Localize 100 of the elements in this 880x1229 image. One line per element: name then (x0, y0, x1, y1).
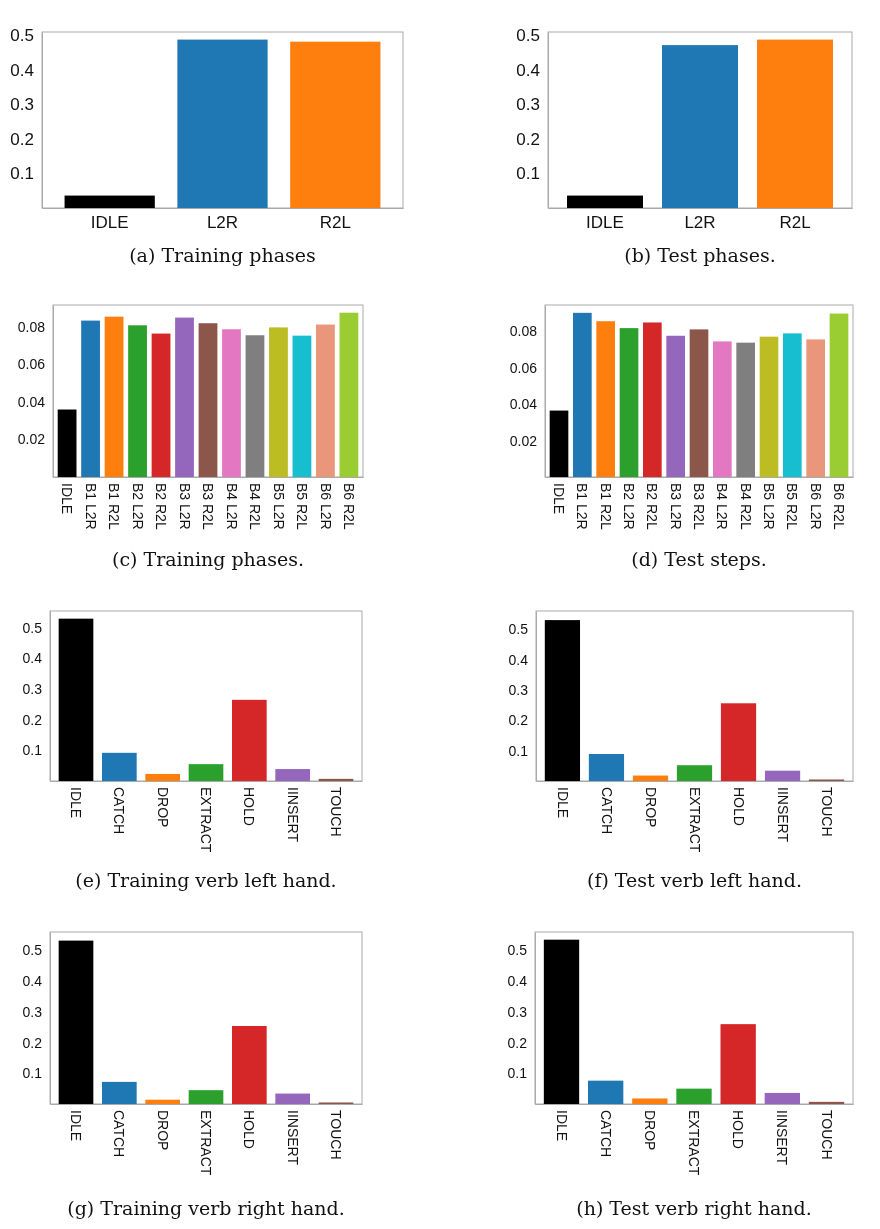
x-tick-label: CATCH (111, 787, 128, 835)
x-tick-label: TOUCH (328, 1110, 345, 1160)
text: (g) Training verb right hand. (67, 1197, 345, 1219)
bar (232, 699, 267, 781)
bar (128, 325, 147, 477)
x-tick-label: DROP (641, 1110, 658, 1151)
x-tick-label: DROP (642, 787, 659, 828)
bar (549, 410, 569, 477)
x-tick-label: B2 R2L (644, 483, 661, 530)
bar (567, 195, 643, 208)
bar (713, 341, 732, 477)
x-tick-label: IINSERT (774, 1110, 791, 1166)
x-tick-label: IDLE (554, 787, 571, 819)
x-tick-label: B3 L2R (667, 483, 684, 530)
x-tick-label: IDLE (551, 483, 568, 515)
bar (275, 769, 310, 781)
bar (269, 327, 288, 477)
bar (318, 778, 354, 781)
bar (145, 773, 180, 781)
bar (619, 328, 639, 477)
x-tick-label: EXTRACT (686, 1110, 703, 1176)
bar (81, 320, 100, 477)
y-tick-label: 0.3 (507, 1003, 528, 1020)
x-tick-label: IINSERT (284, 787, 301, 843)
bar (783, 333, 802, 477)
bar (759, 336, 779, 477)
x-tick-label: B3 R2L (691, 483, 708, 530)
y-tick-label: 0.4 (516, 60, 540, 80)
y-tick-label: 0.1 (22, 1065, 43, 1082)
text: (d) Test steps. (631, 548, 767, 570)
bar (643, 322, 662, 477)
bar (151, 333, 171, 477)
y-tick-label: 0.1 (507, 1065, 528, 1082)
bar (175, 317, 194, 477)
bar (806, 339, 825, 477)
x-tick-label: B3 L2R (176, 483, 193, 530)
x-tick-label: B3 R2L (200, 483, 217, 530)
y-tick-label: 0.3 (10, 95, 34, 115)
x-tick-label: R2L (779, 213, 811, 233)
x-tick-label: B4 R2L (737, 483, 754, 530)
bar (544, 620, 581, 781)
bar (676, 1088, 712, 1104)
text: (b) Test phases. (624, 244, 776, 266)
x-tick-label: B1 R2L (597, 483, 614, 530)
x-tick-label: B5 L2R (761, 483, 778, 530)
y-tick-label: 0.4 (508, 651, 529, 668)
text: (a) Training phases (129, 244, 316, 266)
x-tick-label: B5 R2L (784, 483, 801, 530)
y-tick-label: 0.04 (17, 393, 46, 410)
y-tick-label: 0.4 (22, 650, 43, 667)
x-tick-label: TOUCH (818, 787, 835, 837)
y-tick-label: 0.2 (508, 712, 529, 729)
x-tick-label: B4 R2L (247, 483, 264, 530)
bar (57, 409, 77, 477)
bar (829, 313, 849, 477)
x-tick-label: IDLE (90, 213, 129, 233)
y-tick-label: 0.08 (509, 323, 538, 340)
bar (666, 335, 685, 477)
y-tick-label: 0.1 (516, 164, 540, 184)
x-tick-label: L2R (206, 213, 239, 233)
x-tick-label: HOLD (241, 1110, 258, 1149)
x-tick-label: IDLE (553, 1110, 570, 1142)
y-tick-label: 0.3 (22, 1003, 43, 1020)
x-tick-label: EXTRACT (198, 787, 215, 853)
bar (58, 618, 94, 781)
bar (64, 195, 155, 208)
y-tick-label: 0.2 (507, 1034, 528, 1051)
y-tick-label: 0.2 (22, 711, 43, 728)
x-tick-label: B4 L2R (714, 483, 731, 530)
x-tick-label: B1 L2R (574, 483, 591, 530)
bar (316, 324, 335, 477)
y-tick-label: 0.1 (508, 742, 529, 759)
y-tick-label: 0.1 (22, 742, 43, 759)
y-tick-label: 0.5 (22, 942, 43, 959)
bar (632, 1098, 668, 1104)
y-tick-label: 0.2 (10, 129, 34, 149)
bar (188, 764, 224, 781)
bar (222, 329, 241, 477)
bar (676, 765, 713, 781)
x-tick-label: R2L (319, 213, 351, 233)
bar (596, 321, 615, 477)
text: (e) Training verb left hand. (75, 869, 337, 891)
x-tick-label: DROP (154, 1110, 171, 1151)
x-tick-label: HOLD (730, 787, 747, 826)
x-tick-label: B5 L2R (270, 483, 287, 530)
bar (632, 775, 669, 781)
text: (h) Test verb right hand. (576, 1197, 812, 1219)
y-tick-label: 0.02 (509, 432, 538, 449)
bar (720, 1024, 756, 1104)
y-tick-label: 0.5 (516, 26, 540, 46)
x-tick-label: IDLE (586, 213, 624, 233)
bar (764, 1092, 800, 1104)
x-tick-label: IINSERT (774, 787, 791, 843)
y-tick-label: 0.08 (17, 318, 46, 335)
y-tick-label: 0.02 (17, 431, 46, 448)
x-tick-label: L2R (684, 213, 716, 233)
y-tick-label: 0.5 (507, 942, 528, 959)
y-tick-label: 0.1 (10, 164, 34, 184)
bar (757, 39, 833, 208)
x-tick-label: DROP (154, 787, 171, 828)
